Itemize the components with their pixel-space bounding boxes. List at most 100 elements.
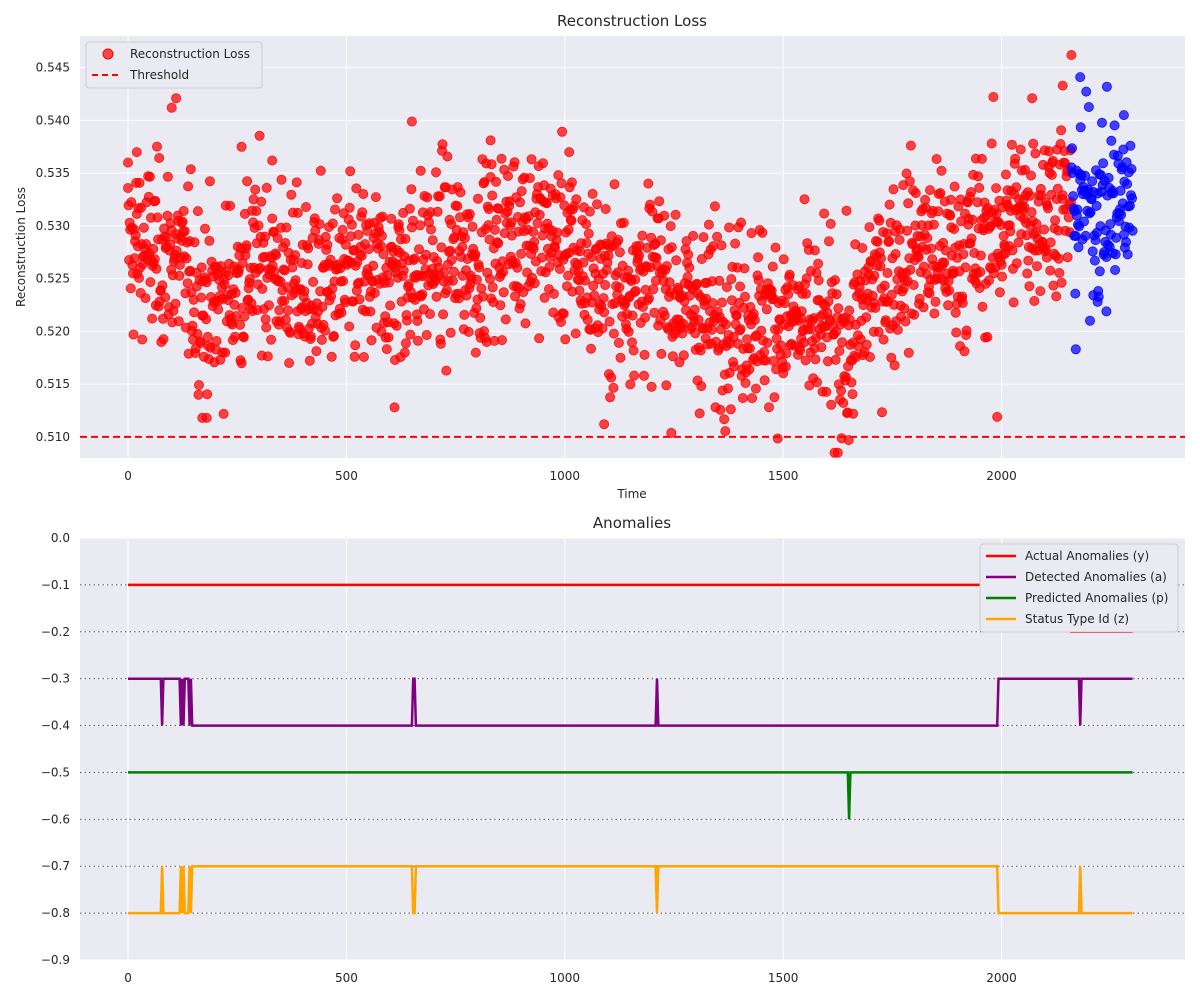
loss-point [315, 165, 326, 176]
loss-point [196, 262, 207, 273]
loss-point [257, 283, 268, 294]
loss-point [904, 176, 915, 187]
loss-point [740, 291, 751, 302]
loss-point [1094, 266, 1105, 277]
loss-point [796, 306, 807, 317]
loss-point [1056, 125, 1067, 136]
loss-point [813, 258, 824, 269]
loss-point [1046, 169, 1057, 180]
loss-point [643, 293, 654, 304]
loss-point [975, 266, 986, 277]
loss-point [1101, 306, 1112, 317]
loss-point [272, 232, 283, 243]
loss-point [509, 157, 520, 168]
anomalies-x-tick-label: 0 [124, 971, 132, 985]
loss-point [770, 242, 781, 253]
loss-point [201, 314, 212, 325]
anomalies-panel: 0.0−0.1−0.2−0.3−0.4−0.5−0.6−0.7−0.8−0.9 … [41, 514, 1185, 985]
loss-point [446, 254, 457, 265]
loss-point [905, 140, 916, 151]
loss-point [368, 260, 379, 271]
loss-point [470, 249, 481, 260]
loss-point [290, 250, 301, 261]
loss-point [819, 208, 830, 219]
loss-point [613, 337, 624, 348]
anomalies-title: Anomalies [593, 514, 671, 532]
loss-point [369, 287, 380, 298]
loss-point [683, 249, 694, 260]
loss-point [529, 278, 540, 289]
loss-point [949, 223, 960, 234]
loss-point [534, 209, 545, 220]
loss-point [1110, 249, 1121, 260]
loss-point [1011, 182, 1022, 193]
loss-point [824, 236, 835, 247]
loss-point [1044, 146, 1055, 157]
loss-point [256, 196, 267, 207]
loss-point [162, 171, 173, 182]
loss-y-ticks: 0.510 0.515 0.520 0.525 0.530 0.535 0.540 0.545 [36, 61, 70, 444]
loss-point [724, 222, 735, 233]
loss-point [1057, 80, 1068, 91]
loss-point [483, 204, 494, 215]
loss-point [967, 214, 978, 225]
loss-point [739, 263, 750, 274]
loss-point [125, 283, 136, 294]
loss-point [1050, 215, 1061, 226]
loss-x-tick-label: 500 [335, 469, 358, 483]
loss-legend-box [85, 41, 263, 89]
loss-point [986, 138, 997, 149]
loss-point [1085, 207, 1096, 218]
loss-point [516, 186, 527, 197]
loss-point [144, 171, 155, 182]
loss-point [170, 298, 181, 309]
loss-point [749, 314, 760, 325]
loss-point [417, 289, 428, 300]
loss-point [1118, 110, 1129, 121]
loss-point [439, 267, 450, 278]
loss-point [329, 204, 340, 215]
loss-point [512, 262, 523, 273]
loss-point [1005, 226, 1016, 237]
loss-point [459, 232, 470, 243]
loss-point [821, 386, 832, 397]
loss-point [346, 219, 357, 230]
loss-point [1026, 170, 1037, 181]
loss-point [204, 176, 215, 187]
loss-point [930, 296, 941, 307]
loss-point [358, 188, 369, 199]
loss-point [539, 292, 550, 303]
loss-point [1109, 120, 1120, 131]
loss-point [474, 262, 485, 273]
loss-point [476, 283, 487, 294]
loss-point [655, 235, 666, 246]
loss-point [1051, 291, 1062, 302]
loss-point [933, 206, 944, 217]
loss-point [698, 232, 709, 243]
loss-point [689, 304, 700, 315]
loss-point [865, 351, 876, 362]
loss-point [684, 262, 695, 273]
loss-point [516, 248, 527, 259]
loss-point [490, 176, 501, 187]
loss-point [759, 346, 770, 357]
loss-point [486, 159, 497, 170]
loss-point [1027, 93, 1038, 104]
loss-point [383, 332, 394, 343]
loss-point [709, 201, 720, 212]
loss-point [716, 240, 727, 251]
loss-point [914, 293, 925, 304]
loss-point [157, 280, 168, 291]
loss-point [578, 257, 589, 268]
loss-point [646, 381, 657, 392]
loss-point [389, 402, 400, 413]
loss-point [992, 411, 1003, 422]
loss-point [262, 351, 273, 362]
loss-point [961, 325, 972, 336]
loss-point [1039, 224, 1050, 235]
loss-point [813, 275, 824, 286]
loss-point [187, 320, 198, 331]
loss-point [218, 408, 229, 419]
loss-point [477, 291, 488, 302]
loss-point [502, 170, 513, 181]
